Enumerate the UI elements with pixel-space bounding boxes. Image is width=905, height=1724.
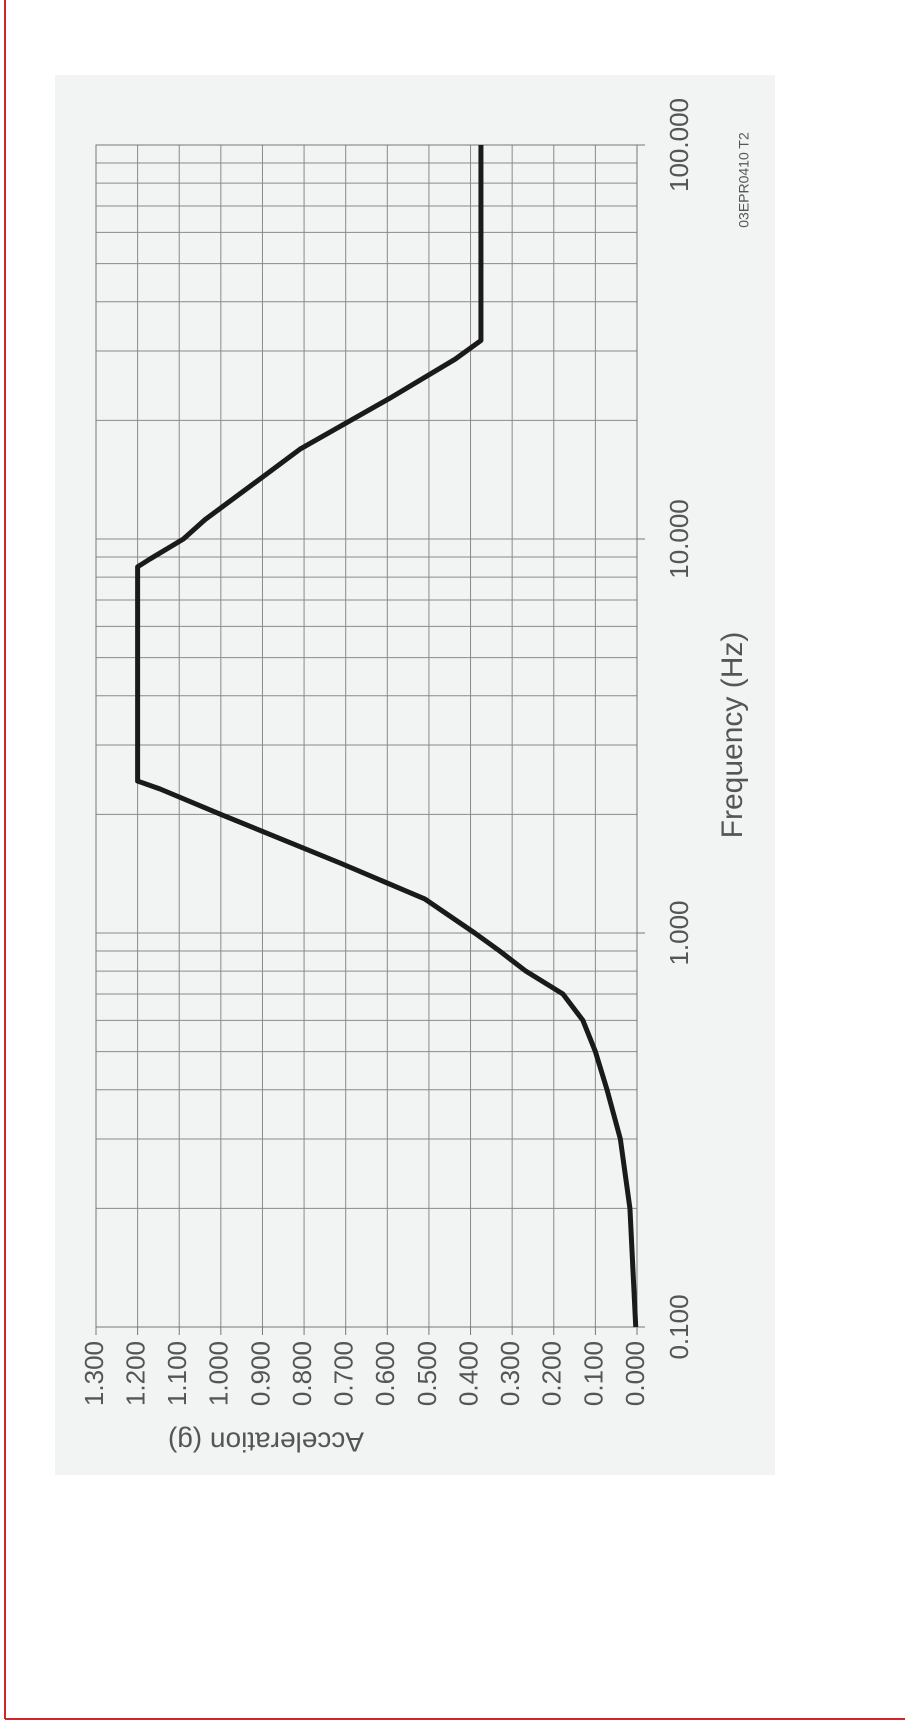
y-tick-label: 0.200 [537,1341,567,1406]
y-tick-label: 0.300 [495,1341,525,1406]
y-tick-label: 1.300 [79,1341,109,1406]
y-tick-label: 1.200 [120,1341,150,1406]
x-tick-label: 1.000 [664,900,694,965]
annotation: 03EPR0410 T2 [736,132,752,228]
x-tick-label: 0.100 [664,1294,694,1359]
plot-frame [95,144,638,1328]
y-tick-label: 0.100 [578,1341,608,1406]
y-tick-label: 0.700 [329,1341,359,1406]
y-tick-label: 0.600 [370,1341,400,1406]
y-tick-label: 1.000 [204,1341,234,1406]
y-tick-label: 1.100 [162,1341,192,1406]
plot: Frequency (Hz) Acceleration (g) 03EPR041… [79,98,752,1458]
y-tick-label: 0.000 [620,1341,650,1406]
data-line [135,145,639,1328]
y-tick-label: 0.800 [287,1341,317,1406]
y-tick-label: 0.400 [453,1341,483,1406]
y-axis-title: Acceleration (g) [168,1427,364,1458]
chart-panel [55,75,775,1475]
x-tick-label: 10.000 [664,499,694,579]
x-axis-title: Frequency (Hz) [716,632,749,839]
y-tick-label: 0.900 [245,1341,275,1406]
x-tick-label: 100.000 [664,98,694,192]
y-tick-label: 0.500 [412,1341,442,1406]
